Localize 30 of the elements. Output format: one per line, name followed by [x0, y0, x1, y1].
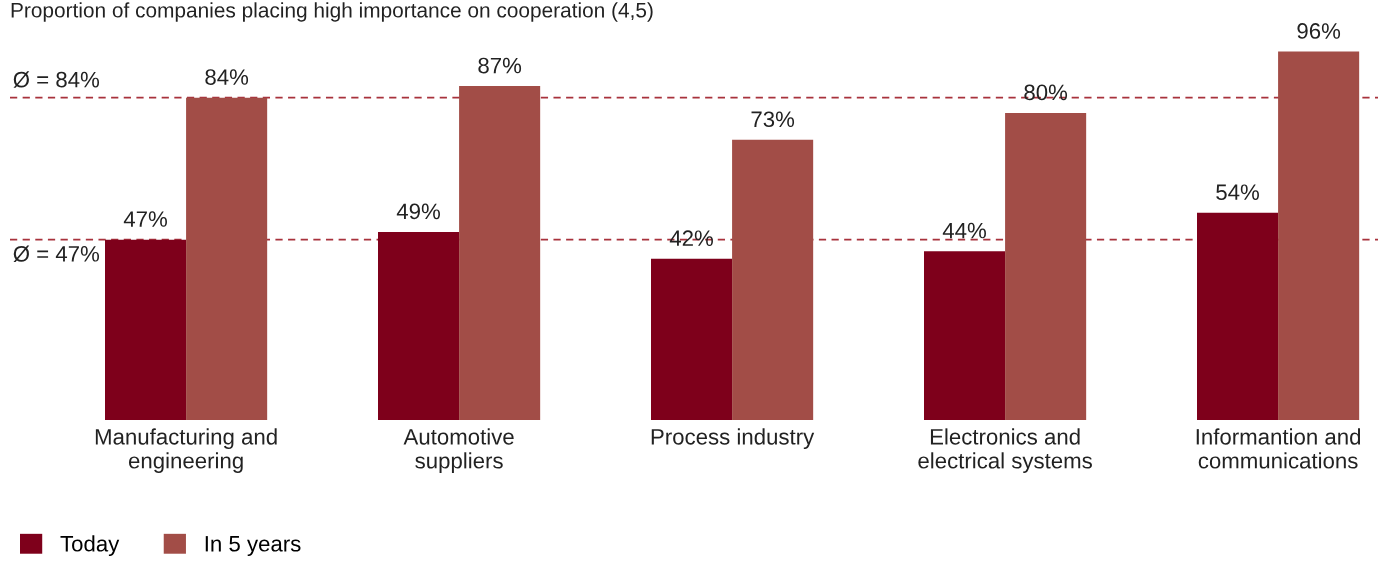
data-label: 47%: [123, 211, 167, 227]
bar: [378, 231, 460, 420]
x-tick-label: Informantion and communications: [1196, 428, 1361, 469]
data-label: 54%: [1216, 184, 1259, 201]
ref-line-label: Ø = 84%: [13, 71, 100, 88]
bar: [732, 139, 814, 420]
data-label: 96%: [1297, 23, 1341, 39]
legend-label: Today: [60, 535, 120, 556]
data-label: 49%: [396, 203, 440, 220]
bar: [924, 251, 1006, 420]
data-label: 87%: [478, 57, 522, 74]
bar: [1278, 51, 1360, 420]
x-tick-label: Process industry: [651, 428, 815, 450]
bar: [105, 239, 187, 420]
x-tick-label: Automotive suppliers: [403, 428, 514, 473]
data-label: 80%: [1024, 84, 1068, 101]
bar: [1005, 112, 1087, 420]
bar: [651, 258, 733, 420]
chart-title: Proportion of companies placing high importance on cooperation (4,5): [11, 2, 653, 22]
data-label: 73%: [751, 111, 795, 128]
data-label: 42%: [669, 230, 713, 246]
ref-line-label: Ø = 47%: [13, 245, 100, 263]
legend-label: In 5 years: [205, 536, 301, 556]
x-tick-label: Electronics and electrical systems: [918, 428, 1092, 473]
data-label: 84%: [205, 69, 249, 85]
bar: [459, 86, 541, 420]
data-label: 44%: [942, 222, 986, 239]
bar: [1197, 212, 1279, 420]
bar: [186, 97, 268, 420]
x-tick-label: Manufacturing and engineering: [95, 428, 277, 473]
